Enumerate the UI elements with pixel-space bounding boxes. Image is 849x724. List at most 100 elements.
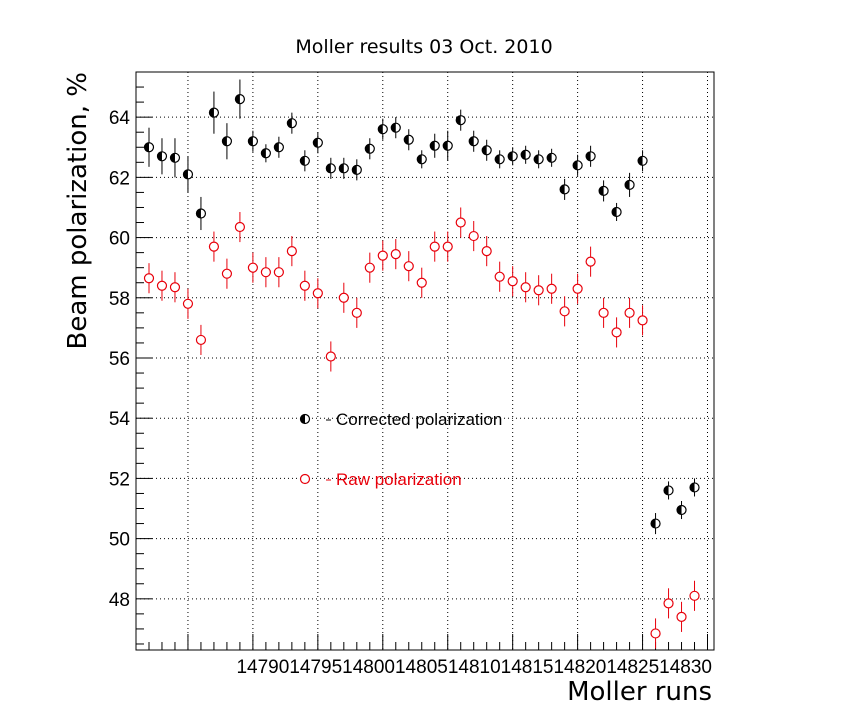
y-tick-label: 60 (109, 229, 130, 250)
data-point (260, 148, 271, 159)
series-layer (143, 79, 700, 649)
axis-ticks: 48 50 52 54 56 58 60 62 64 (109, 71, 709, 650)
data-point (546, 283, 557, 294)
data-point (234, 93, 246, 105)
data-point (377, 250, 388, 261)
data-point (299, 280, 310, 291)
data-point (182, 298, 194, 309)
data-point (559, 184, 570, 195)
data-point (520, 282, 531, 293)
x-tick-labels: 1479014795148001480514810148151482014825… (236, 657, 712, 678)
data-point (403, 134, 414, 145)
data-point (169, 152, 181, 163)
data-point (195, 208, 207, 219)
data-point (650, 518, 661, 529)
data-point (481, 246, 492, 257)
data-point (403, 261, 414, 272)
data-point (598, 185, 609, 197)
data-point (546, 152, 557, 163)
data-point (416, 277, 427, 288)
legend-label: Corrected polarization (336, 410, 502, 429)
data-point (468, 136, 479, 147)
x-axis-title: Moller runs (567, 677, 712, 707)
data-point (689, 590, 700, 601)
data-point (338, 292, 349, 303)
data-point (182, 169, 194, 180)
data-point (221, 268, 233, 279)
data-point (455, 217, 466, 228)
data-point (286, 118, 297, 129)
data-point (156, 280, 168, 291)
data-point (624, 179, 635, 190)
legend-marker (299, 413, 311, 425)
data-point (650, 628, 661, 639)
data-point (377, 124, 388, 135)
y-tick-label: 64 (109, 108, 131, 129)
data-point (273, 267, 284, 278)
data-point (507, 151, 518, 162)
data-point (507, 276, 518, 287)
y-tick-label: 48 (109, 590, 130, 611)
data-point (390, 122, 401, 133)
data-point (572, 283, 583, 294)
legend-label: Raw polarization (336, 470, 462, 489)
data-point (312, 137, 323, 148)
data-point (195, 334, 207, 346)
series-raw-polarization (143, 207, 700, 649)
series-corrected-polarization (143, 79, 700, 535)
data-point (559, 306, 570, 317)
y-tick-label: 58 (109, 289, 130, 310)
data-point (208, 107, 220, 118)
data-point (442, 140, 453, 151)
data-point (598, 307, 609, 318)
data-point (364, 262, 375, 273)
data-point (429, 241, 440, 252)
data-point (169, 282, 181, 293)
data-point (663, 598, 674, 609)
y-axis-title: Beam polarization, % (63, 72, 93, 349)
data-point (351, 307, 362, 318)
data-point (455, 115, 466, 126)
legend-marker (299, 473, 311, 485)
data-point (260, 267, 271, 278)
data-point (689, 482, 700, 493)
data-point (247, 262, 258, 273)
data-point (481, 145, 492, 156)
data-point (585, 151, 596, 162)
data-point (273, 142, 284, 153)
data-point (533, 154, 544, 165)
data-point (143, 142, 155, 153)
data-point (676, 504, 687, 516)
data-point (208, 241, 220, 252)
data-point (442, 241, 453, 252)
data-point (312, 288, 323, 299)
data-point (611, 327, 622, 338)
data-point (338, 163, 349, 174)
data-point (286, 246, 297, 257)
data-point (325, 351, 336, 362)
data-point (533, 285, 544, 296)
data-point (520, 149, 531, 160)
data-point (611, 206, 622, 218)
data-point (156, 151, 168, 162)
data-point (143, 273, 155, 284)
data-point (364, 143, 375, 154)
chart-title: Moller results 03 Oct. 2010 (295, 36, 552, 58)
plot-frame (135, 71, 715, 651)
y-tick-label: 54 (109, 409, 131, 430)
data-point (572, 160, 583, 171)
data-point (299, 155, 310, 166)
data-point (637, 155, 648, 166)
data-point (390, 249, 401, 260)
data-point (494, 271, 505, 282)
data-point (468, 230, 479, 242)
data-point (234, 221, 246, 233)
data-point (247, 136, 258, 147)
y-tick-label: 50 (109, 530, 130, 551)
data-point (676, 611, 687, 622)
y-tick-label: 56 (109, 349, 130, 370)
data-point (663, 485, 674, 496)
data-point (585, 256, 596, 267)
data-point (494, 154, 505, 165)
